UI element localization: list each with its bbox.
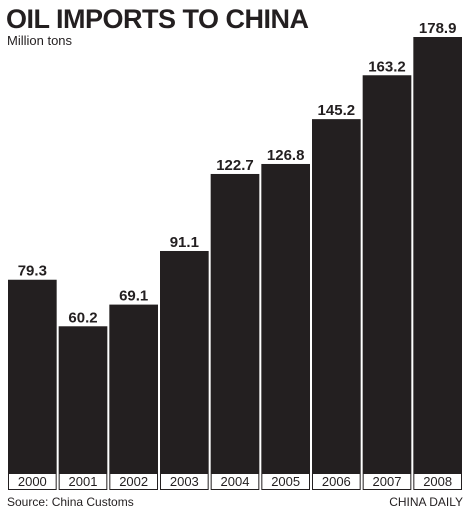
x-tick-box-2004 [210, 473, 260, 490]
x-tick-label-2002: 2002 [119, 474, 148, 489]
x-tick-label-2003: 2003 [170, 474, 199, 489]
value-label-2007: 163.2 [368, 58, 406, 75]
bar-2007 [362, 75, 412, 473]
bars-group [8, 37, 462, 474]
value-label-2000: 79.3 [18, 263, 47, 280]
x-tick-box-2008 [413, 473, 463, 490]
bar-2002 [109, 304, 158, 473]
x-tick-label-2006: 2006 [322, 474, 351, 489]
value-label-2008: 178.9 [419, 20, 457, 37]
chart-subtitle: Million tons [7, 33, 73, 48]
bar-2003 [160, 250, 209, 473]
bar-2001 [58, 326, 108, 473]
value-label-2005: 126.8 [267, 147, 305, 164]
source-note: Source: China Customs [7, 495, 134, 509]
x-tick-label-2005: 2005 [271, 474, 300, 489]
x-tick-box-2001 [58, 473, 108, 490]
x-tick-box-2005 [261, 473, 311, 490]
bar-2000 [8, 279, 57, 473]
value-label-2006: 145.2 [318, 102, 356, 119]
x-tick-label-2008: 2008 [423, 474, 452, 489]
bar-2005 [261, 163, 310, 473]
bar-2008 [413, 37, 462, 473]
x-tick-box-2002 [109, 473, 159, 490]
value-label-2003: 91.1 [170, 234, 199, 251]
bar-2004 [210, 173, 260, 474]
bar-2006 [312, 119, 361, 473]
value-label-2004: 122.7 [216, 157, 254, 174]
x-axis-labels-group: 2000 2001 2002 2003 2004 2005 2006 2007 2008 [8, 473, 463, 490]
x-tick-box-2007 [362, 473, 412, 490]
chart-title: OIL IMPORTS TO CHINA [6, 4, 309, 34]
publisher-credit: CHINA DAILY [389, 495, 463, 509]
x-tick-label-2001: 2001 [69, 474, 98, 489]
value-label-2001: 60.2 [68, 309, 97, 326]
x-tick-label-2007: 2007 [373, 474, 402, 489]
x-tick-box-2006 [312, 473, 361, 490]
value-label-2002: 69.1 [119, 288, 148, 305]
x-tick-box-2000 [8, 473, 57, 490]
value-labels-group: 79.3 60.2 69.1 91.1 122.7 126.8 145.2 163.2 178.… [18, 20, 457, 326]
x-tick-label-2000: 2000 [18, 474, 47, 489]
x-tick-box-2003 [160, 473, 209, 490]
x-tick-label-2004: 2004 [221, 474, 250, 489]
